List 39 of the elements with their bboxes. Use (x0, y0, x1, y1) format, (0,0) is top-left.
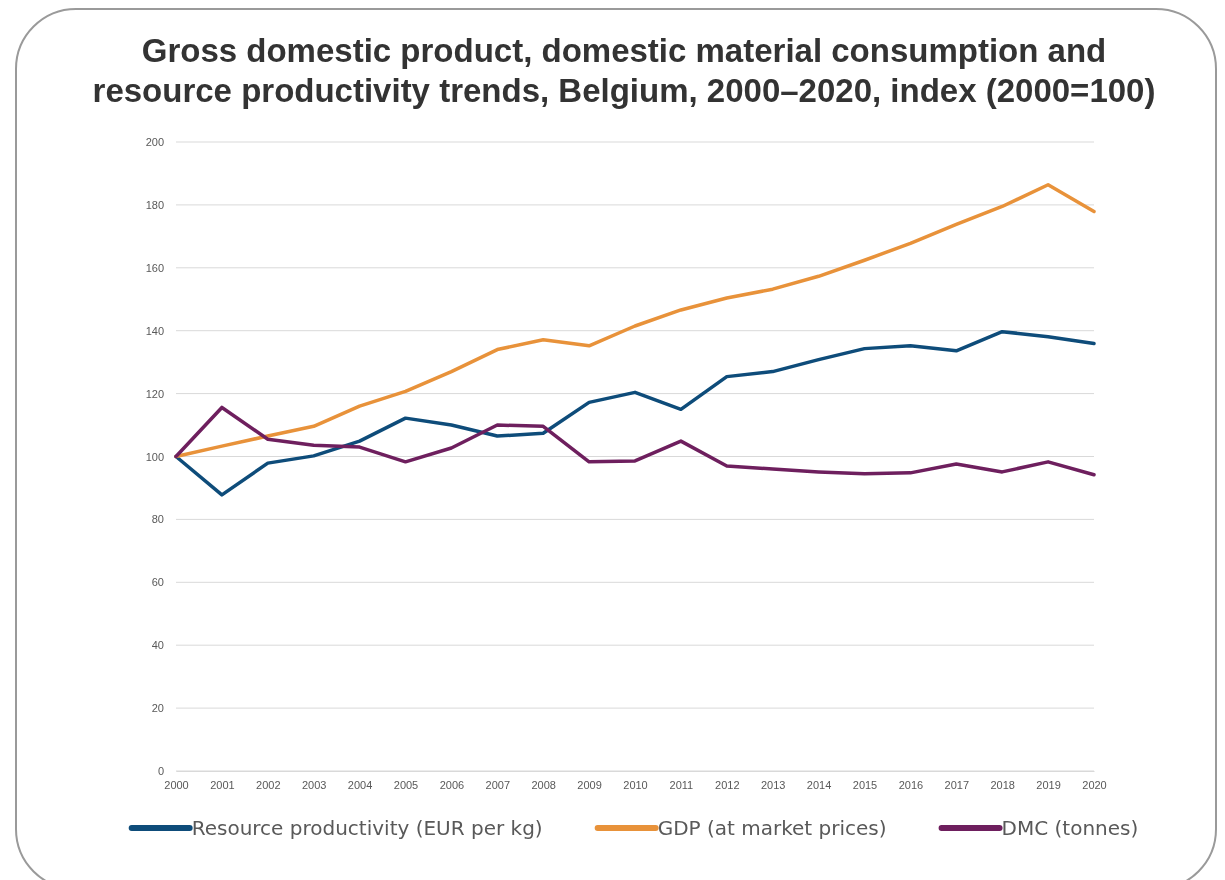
x-tick-label: 2007 (485, 778, 511, 791)
y-tick-label: 60 (151, 576, 164, 589)
y-tick-label: 40 (151, 639, 164, 652)
y-tick-label: 120 (145, 387, 164, 400)
y-tick-label: 100 (145, 450, 164, 463)
x-tick-label: 2015 (852, 778, 878, 791)
x-tick-label: 2000 (164, 778, 189, 791)
x-tick-label: 2014 (806, 778, 832, 791)
y-tick-label: 200 (145, 136, 164, 149)
x-tick-label: 2017 (944, 778, 970, 791)
y-tick-label: 20 (151, 702, 164, 715)
x-tick-label: 2008 (531, 778, 556, 791)
line-series (174, 183, 1096, 459)
y-tick-label: 0 (157, 765, 164, 778)
line-series (174, 329, 1096, 497)
x-tick-label: 2002 (256, 778, 281, 791)
legend-label: DMC (tonnes) (1001, 816, 1139, 840)
x-tick-label: 2006 (439, 778, 465, 791)
x-tick-label: 2001 (210, 778, 235, 791)
x-tick-label: 2019 (1036, 778, 1061, 791)
y-tick-label: 80 (151, 513, 164, 526)
x-tick-label: 2012 (715, 778, 740, 791)
line-series (174, 405, 1096, 477)
x-tick-label: 2011 (669, 778, 694, 791)
x-tick-label: 2010 (623, 778, 648, 791)
legend-label: Resource productivity (EUR per kg) (191, 816, 543, 840)
y-tick-label: 180 (145, 198, 164, 211)
x-tick-label: 2016 (898, 778, 924, 791)
x-tick-label: 2009 (577, 778, 602, 791)
x-tick-label: 2005 (393, 778, 419, 791)
x-tick-label: 2018 (990, 778, 1015, 791)
x-tick-label: 2003 (301, 778, 327, 791)
chart-title: Gross domestic product, domestic material consumption and resource productivity trends, Belgium, 2000–2020, index (2000=100) (92, 32, 1156, 109)
x-tick-label: 2004 (347, 778, 373, 791)
x-tick-label: 2013 (760, 778, 786, 791)
x-tick-label: 2020 (1082, 778, 1107, 791)
legend-label: GDP (at market prices) (657, 816, 887, 840)
y-tick-label: 160 (145, 261, 164, 274)
y-tick-label: 140 (145, 324, 164, 337)
